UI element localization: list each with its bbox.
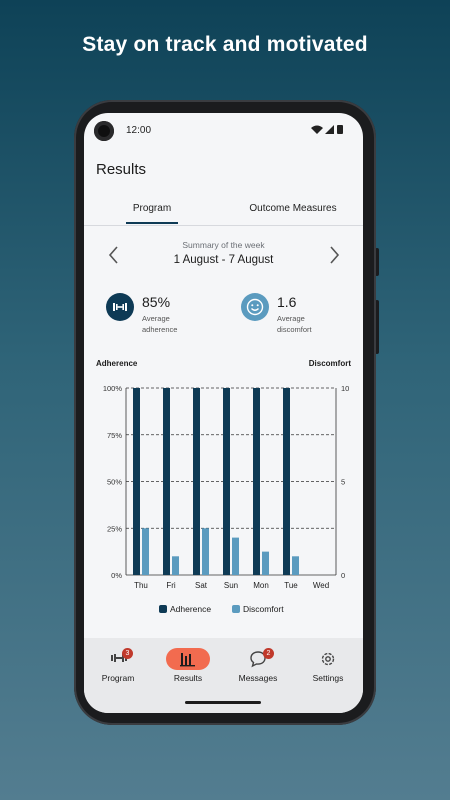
chevron-left-icon [108,246,118,264]
tab-outcome-measures[interactable]: Outcome Measures [249,203,337,214]
next-week-button[interactable] [326,243,342,267]
legend-adherence-label: Adherence [170,604,212,614]
adherence-bar [133,388,140,575]
adherence-label-line1: Average [142,314,170,323]
discomfort-bar [262,551,269,575]
discomfort-bar [142,528,149,575]
tab-program[interactable]: Program [132,203,172,214]
smiley-icon [246,298,264,316]
chevron-right-icon [330,246,340,264]
left-tick-label: 25% [107,524,122,533]
adherence-label-line2: adherence [142,325,178,334]
home-indicator [185,701,261,704]
nav-label-program: Program [101,673,135,683]
bar-chart-icon [180,653,195,667]
x-tick-label: Tue [284,581,298,590]
nav-label-settings: Settings [312,673,344,683]
status-icons [311,125,343,134]
right-tick-label: 5 [341,478,345,487]
x-tick-label: Thu [134,581,148,590]
adherence-bar [253,388,260,575]
phone-screen: 12:00 Results Program Outcome Measures S… [84,113,363,713]
program-badge: 3 [122,648,133,659]
legend-discomfort-label: Discomfort [243,604,284,614]
headline: Stay on track and motivated [82,33,368,56]
x-tick-label: Wed [313,581,329,590]
adherence-stat-icon-circle [106,293,134,321]
gear-icon [321,652,335,666]
discomfort-stat-icon-circle [241,293,269,321]
discomfort-label-line2: discomfort [277,325,312,334]
signal-icon [325,125,334,134]
nav-item-program[interactable]: 3 Program [88,646,148,694]
left-tick-label: 100% [103,384,123,393]
adherence-bar [163,388,170,575]
x-tick-label: Sat [195,581,208,590]
nav-item-messages[interactable]: 2 Messages [228,646,288,694]
wifi-icon [311,125,323,134]
tab-active-indicator [126,222,178,224]
tab-divider [84,225,363,226]
page-title: Results [96,161,147,178]
right-tick-label: 10 [341,384,349,393]
left-axis-title: Adherence [96,359,138,368]
nav-label-messages: Messages [238,673,278,683]
discomfort-bar [202,528,209,575]
dumbbell-icon [113,303,127,311]
adherence-bar [283,388,290,575]
nav-label-results: Results [173,673,203,683]
discomfort-bar [232,537,239,575]
battery-icon [337,125,343,134]
bottom-navigation: 3 Program Results 2 Messages [84,638,363,713]
phone-volume-button [375,300,379,354]
previous-week-button[interactable] [106,243,122,267]
left-tick-label: 75% [107,431,122,440]
right-tick-label: 0 [341,571,345,580]
discomfort-value: 1.6 [277,294,297,310]
x-tick-label: Fri [166,581,176,590]
right-axis-title: Discomfort [308,359,351,368]
active-nav-pill [166,648,210,670]
adherence-bar [223,388,230,575]
front-camera [94,121,114,141]
left-tick-label: 50% [107,478,122,487]
adherence-value: 85% [142,294,171,310]
status-time: 12:00 [126,125,152,136]
summary-caption: Summary of the week [182,240,265,250]
messages-badge: 2 [263,648,274,659]
legend-adherence-swatch [159,605,167,613]
phone-power-button [375,248,379,276]
adherence-discomfort-chart: 100% 75% 50% 25% 0% 10 5 0 Thu Fri Sat Sun Mon Tue Wed [103,384,350,590]
discomfort-label-line1: Average [277,314,305,323]
left-tick-label: 0% [111,571,122,580]
nav-item-results[interactable]: Results [158,646,218,694]
discomfort-bar [292,556,299,575]
legend-discomfort-swatch [232,605,240,613]
nav-item-settings[interactable]: Settings [298,646,358,694]
x-tick-label: Sun [224,581,238,590]
discomfort-bar [172,556,179,575]
x-tick-label: Mon [253,581,269,590]
summary-range: 1 August - 7 August [173,254,274,266]
adherence-bar [193,388,200,575]
